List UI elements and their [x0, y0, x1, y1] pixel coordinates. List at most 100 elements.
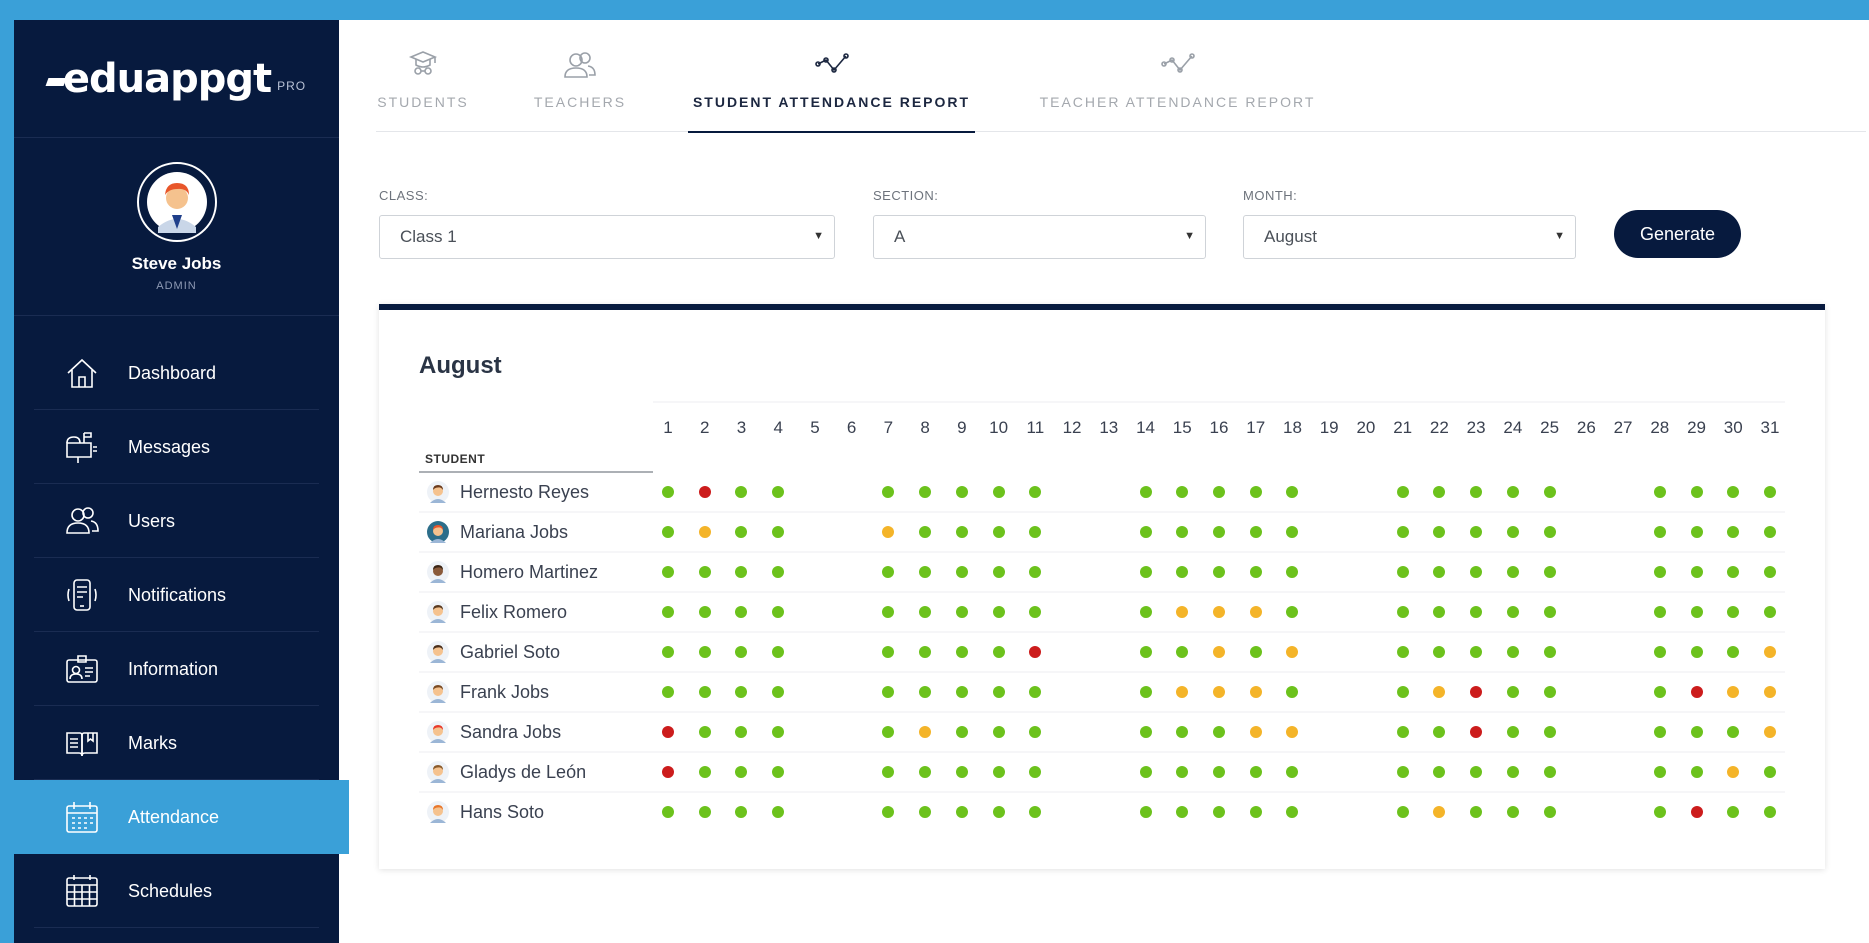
attendance-dot-6cc21c[interactable]	[1029, 526, 1042, 538]
attendance-dot-6cc21c[interactable]	[1286, 766, 1299, 778]
attendance-dot-6cc21c[interactable]	[1213, 766, 1225, 778]
attendance-dot-6cc21c[interactable]	[1727, 806, 1740, 818]
attendance-dot-6cc21c[interactable]	[1727, 526, 1740, 538]
attendance-dot-6cc21c[interactable]	[1653, 806, 1666, 818]
attendance-dot-6cc21c[interactable]	[1653, 566, 1666, 578]
attendance-dot-6cc21c[interactable]	[1433, 766, 1446, 778]
sidebar-item-dashboard[interactable]: Dashboard	[14, 336, 339, 410]
attendance-dot-6cc21c[interactable]	[1029, 806, 1042, 818]
attendance-dot-6cc21c[interactable]	[1396, 726, 1409, 738]
attendance-dot-6cc21c[interactable]	[1543, 566, 1556, 578]
attendance-dot-6cc21c[interactable]	[662, 606, 674, 618]
class-select[interactable]: Class 1 ▼	[379, 215, 835, 259]
attendance-dot-6cc21c[interactable]	[1433, 646, 1446, 658]
attendance-dot-6cc21c[interactable]	[1213, 486, 1225, 498]
attendance-dot-f4b429[interactable]	[1433, 806, 1446, 818]
attendance-dot-6cc21c[interactable]	[1506, 526, 1519, 538]
attendance-dot-6cc21c[interactable]	[1470, 526, 1483, 538]
attendance-dot-6cc21c[interactable]	[1029, 486, 1042, 498]
sidebar-item-messages[interactable]: Messages	[14, 410, 339, 484]
attendance-dot-6cc21c[interactable]	[662, 646, 674, 658]
attendance-dot-6cc21c[interactable]	[1176, 806, 1189, 818]
attendance-dot-cc1c1c[interactable]	[698, 486, 711, 498]
attendance-dot-6cc21c[interactable]	[698, 726, 711, 738]
attendance-dot-6cc21c[interactable]	[1653, 606, 1666, 618]
attendance-dot-6cc21c[interactable]	[1286, 686, 1299, 698]
attendance-dot-6cc21c[interactable]	[1543, 766, 1556, 778]
attendance-dot-6cc21c[interactable]	[1653, 766, 1666, 778]
attendance-dot-6cc21c[interactable]	[1470, 806, 1483, 818]
attendance-dot-6cc21c[interactable]	[1029, 606, 1042, 618]
attendance-dot-6cc21c[interactable]	[919, 806, 932, 818]
attendance-dot-cc1c1c[interactable]	[662, 766, 674, 778]
attendance-dot-6cc21c[interactable]	[1176, 526, 1189, 538]
attendance-dot-6cc21c[interactable]	[1690, 606, 1703, 618]
sidebar-item-notifications[interactable]: Notifications	[14, 558, 339, 632]
attendance-dot-6cc21c[interactable]	[1543, 686, 1556, 698]
attendance-dot-6cc21c[interactable]	[1396, 526, 1409, 538]
attendance-dot-6cc21c[interactable]	[1139, 726, 1152, 738]
attendance-dot-6cc21c[interactable]	[1249, 486, 1262, 498]
attendance-dot-6cc21c[interactable]	[1653, 726, 1666, 738]
attendance-dot-6cc21c[interactable]	[992, 766, 1005, 778]
attendance-dot-6cc21c[interactable]	[772, 686, 785, 698]
attendance-dot-6cc21c[interactable]	[1470, 766, 1483, 778]
attendance-dot-6cc21c[interactable]	[1764, 606, 1776, 618]
attendance-dot-6cc21c[interactable]	[1176, 646, 1189, 658]
attendance-dot-6cc21c[interactable]	[1029, 726, 1042, 738]
month-select[interactable]: August ▼	[1243, 215, 1576, 259]
attendance-dot-6cc21c[interactable]	[1690, 766, 1703, 778]
attendance-dot-f4b429[interactable]	[1176, 606, 1189, 618]
attendance-dot-6cc21c[interactable]	[955, 486, 968, 498]
sidebar-item-attendance[interactable]: Attendance	[14, 780, 349, 854]
attendance-dot-6cc21c[interactable]	[1176, 486, 1189, 498]
attendance-dot-6cc21c[interactable]	[1470, 646, 1483, 658]
attendance-dot-6cc21c[interactable]	[1653, 486, 1666, 498]
attendance-dot-6cc21c[interactable]	[1213, 526, 1225, 538]
attendance-dot-6cc21c[interactable]	[1139, 646, 1152, 658]
attendance-dot-6cc21c[interactable]	[772, 566, 785, 578]
attendance-dot-f4b429[interactable]	[1764, 686, 1776, 698]
attendance-dot-6cc21c[interactable]	[1690, 566, 1703, 578]
attendance-dot-6cc21c[interactable]	[955, 566, 968, 578]
attendance-dot-6cc21c[interactable]	[1727, 726, 1740, 738]
attendance-dot-6cc21c[interactable]	[1764, 566, 1776, 578]
attendance-dot-f4b429[interactable]	[1249, 606, 1262, 618]
attendance-dot-6cc21c[interactable]	[1249, 646, 1262, 658]
attendance-dot-6cc21c[interactable]	[1433, 566, 1446, 578]
attendance-dot-6cc21c[interactable]	[955, 726, 968, 738]
attendance-dot-6cc21c[interactable]	[1506, 486, 1519, 498]
attendance-dot-6cc21c[interactable]	[955, 646, 968, 658]
attendance-dot-6cc21c[interactable]	[919, 486, 932, 498]
generate-button[interactable]: Generate	[1614, 210, 1741, 258]
sidebar-item-marks[interactable]: Marks	[14, 706, 339, 780]
attendance-dot-6cc21c[interactable]	[1139, 606, 1152, 618]
attendance-dot-6cc21c[interactable]	[882, 806, 895, 818]
attendance-dot-6cc21c[interactable]	[1470, 486, 1483, 498]
attendance-dot-f4b429[interactable]	[1764, 726, 1776, 738]
attendance-dot-6cc21c[interactable]	[1470, 606, 1483, 618]
attendance-dot-f4b429[interactable]	[1249, 686, 1262, 698]
attendance-dot-6cc21c[interactable]	[1139, 526, 1152, 538]
attendance-dot-6cc21c[interactable]	[1396, 646, 1409, 658]
brand-logo[interactable]: eduappgt PRO	[14, 20, 339, 138]
attendance-dot-6cc21c[interactable]	[992, 646, 1005, 658]
attendance-dot-6cc21c[interactable]	[1764, 486, 1776, 498]
attendance-dot-6cc21c[interactable]	[1213, 806, 1225, 818]
attendance-dot-6cc21c[interactable]	[1396, 606, 1409, 618]
attendance-dot-6cc21c[interactable]	[1506, 606, 1519, 618]
attendance-dot-6cc21c[interactable]	[992, 486, 1005, 498]
attendance-dot-6cc21c[interactable]	[1396, 686, 1409, 698]
attendance-dot-6cc21c[interactable]	[882, 726, 895, 738]
attendance-dot-6cc21c[interactable]	[1506, 646, 1519, 658]
attendance-dot-6cc21c[interactable]	[955, 606, 968, 618]
attendance-dot-6cc21c[interactable]	[772, 726, 785, 738]
table-row[interactable]: Frank Jobs	[419, 672, 1785, 712]
attendance-dot-6cc21c[interactable]	[1286, 606, 1299, 618]
attendance-dot-6cc21c[interactable]	[1764, 526, 1776, 538]
attendance-dot-6cc21c[interactable]	[1764, 806, 1776, 818]
attendance-dot-6cc21c[interactable]	[955, 766, 968, 778]
attendance-dot-6cc21c[interactable]	[992, 806, 1005, 818]
sidebar-item-information[interactable]: Information	[14, 632, 339, 706]
attendance-dot-6cc21c[interactable]	[735, 686, 748, 698]
